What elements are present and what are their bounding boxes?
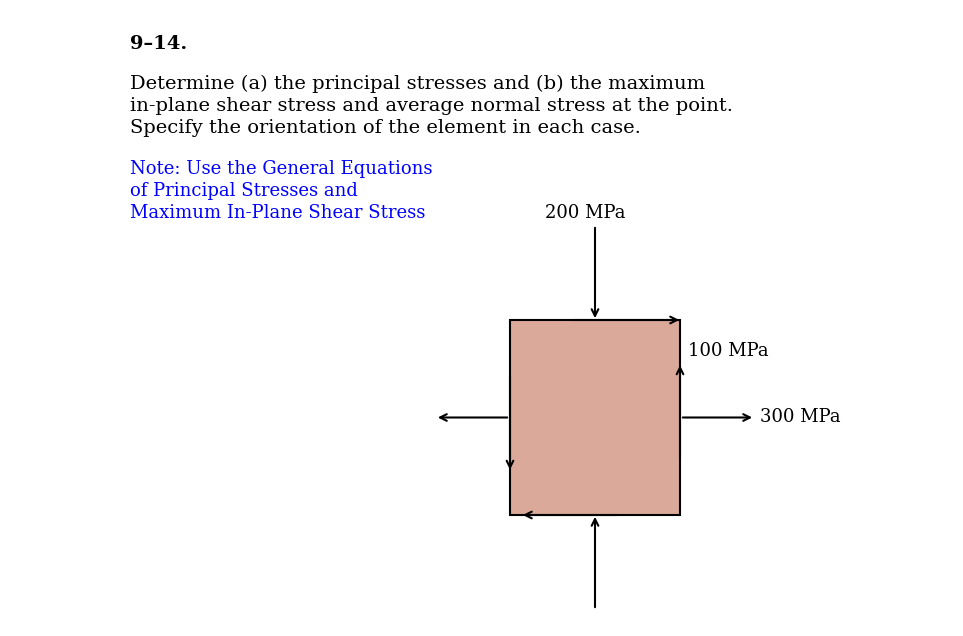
Text: 300 MPa: 300 MPa <box>760 408 841 427</box>
Text: of Principal Stresses and: of Principal Stresses and <box>130 182 358 200</box>
Text: Determine (a) the principal stresses and (b) the maximum: Determine (a) the principal stresses and… <box>130 75 705 93</box>
Text: 200 MPa: 200 MPa <box>545 204 625 222</box>
Bar <box>510 320 680 515</box>
Text: in-plane shear stress and average normal stress at the point.: in-plane shear stress and average normal… <box>130 97 733 115</box>
Text: Maximum In-Plane Shear Stress: Maximum In-Plane Shear Stress <box>130 204 426 222</box>
Text: Specify the orientation of the element in each case.: Specify the orientation of the element i… <box>130 119 640 137</box>
Text: 9–14.: 9–14. <box>130 35 187 53</box>
Text: 100 MPa: 100 MPa <box>688 342 768 359</box>
Text: Note: Use the General Equations: Note: Use the General Equations <box>130 160 432 178</box>
